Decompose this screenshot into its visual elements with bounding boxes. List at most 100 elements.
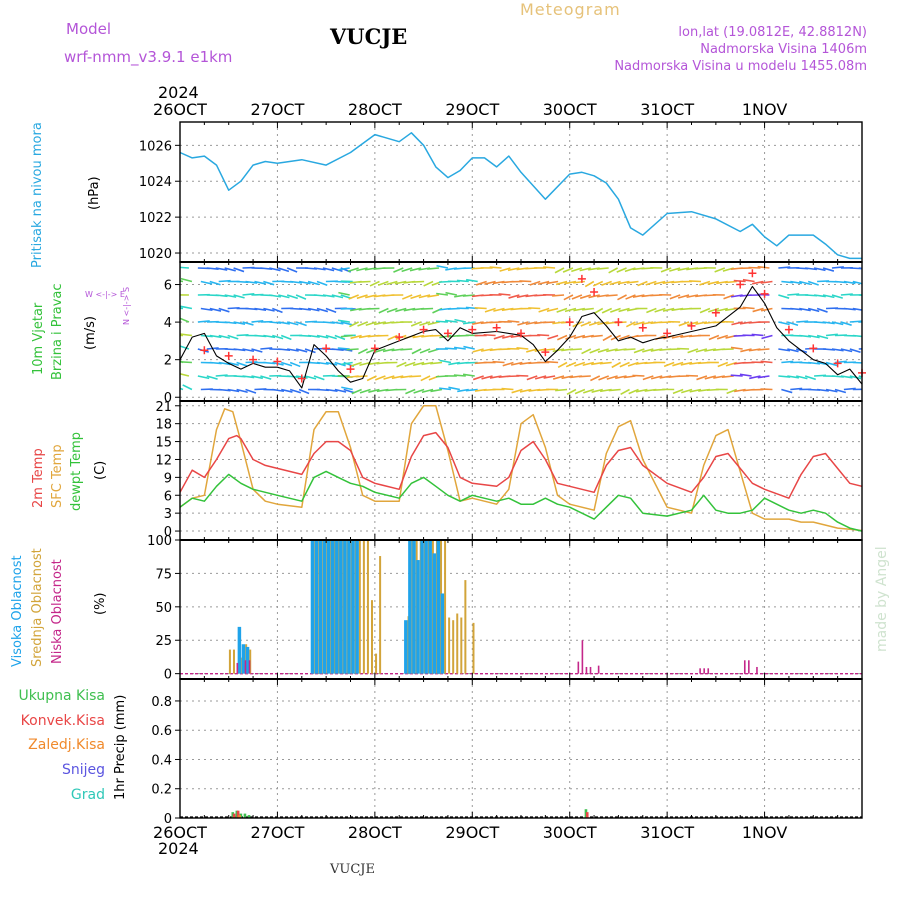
wind-arrow — [669, 267, 681, 272]
wind-gust-marker — [577, 274, 586, 283]
wind-arrow — [421, 307, 434, 310]
wind-arrow — [546, 280, 559, 285]
wind-gust-marker — [224, 351, 233, 360]
wind-arrow — [808, 361, 821, 365]
temp-name-3: dewpt Temp — [69, 432, 84, 511]
wind-arrow — [564, 280, 577, 285]
wind-arrow — [411, 348, 422, 355]
wind-name-1: 10m Vjetar — [31, 302, 46, 375]
wind-arrow — [180, 280, 184, 283]
wind-arrow — [368, 388, 380, 393]
time-label-bottom: 27OCT — [250, 823, 304, 842]
wind-arrow — [564, 307, 577, 313]
wind-arrow — [480, 348, 493, 352]
wind-arrow — [507, 320, 520, 323]
cloud-bar — [456, 613, 459, 674]
wind-arrow — [356, 267, 368, 272]
wind-arrow — [180, 266, 189, 269]
wind-arrow — [537, 280, 550, 286]
wind-arrow — [453, 374, 466, 377]
time-label-bottom: 28OCT — [348, 823, 402, 842]
wind-arrow — [281, 388, 293, 393]
y-tick-label: 0 — [164, 525, 172, 540]
y-tick-label: 4 — [164, 316, 172, 331]
cloud-bar — [358, 540, 361, 674]
wind-arrow — [840, 321, 852, 326]
wind-gust-marker — [663, 329, 672, 338]
cloud-bar — [241, 644, 246, 674]
wind-arrow — [552, 294, 565, 297]
wind-arrow — [672, 361, 684, 367]
y-tick-label: 0.6 — [151, 724, 172, 739]
wind-arrow — [445, 291, 458, 296]
wind-arrow — [831, 266, 844, 269]
axis-labels: 1020102210241026024603691215182102550751… — [139, 83, 863, 858]
wind-arrow — [340, 361, 353, 366]
wind-arrow — [290, 280, 303, 284]
wind-arrow — [606, 348, 618, 353]
wind-arrow — [474, 307, 487, 310]
y-tick-label: 2 — [164, 354, 172, 369]
wind-arrow — [316, 361, 329, 365]
wind-arrow — [409, 267, 422, 272]
pressure-name: Pritisak na nivou mora — [30, 122, 45, 268]
wind-arrow — [316, 334, 329, 339]
wind-arrow — [601, 307, 613, 314]
wind-arrow — [813, 267, 826, 272]
wind-arrow — [347, 267, 359, 273]
cloud-bar — [464, 580, 467, 674]
wind-arrow — [840, 348, 853, 353]
cloud-bar — [424, 540, 428, 674]
cloud-name-1: Visoka Oblacnost — [10, 555, 25, 667]
wind-arrow — [858, 347, 862, 350]
wind-arrow — [796, 375, 808, 380]
wind-arrow — [357, 348, 368, 355]
wind-arrow — [286, 294, 298, 300]
wind-arrow — [298, 388, 310, 395]
wind-arrow — [316, 280, 328, 286]
y-tick-label: 21 — [155, 400, 172, 415]
wind-gust-marker — [833, 359, 842, 368]
cloud-bar — [347, 540, 351, 674]
wind-arrow — [251, 320, 264, 323]
wind-arrow — [778, 348, 791, 352]
wind-arrow — [180, 387, 184, 391]
y-tick-label: 50 — [155, 601, 172, 616]
panel-frame — [179, 678, 863, 819]
wind-arrow — [313, 267, 326, 271]
credit-text: made by Angel — [874, 546, 890, 652]
wind-arrow — [180, 372, 190, 377]
wind-arrow — [615, 375, 627, 380]
wind-arrow — [272, 388, 285, 393]
wind-arrow — [804, 375, 817, 381]
wind-gust-marker — [322, 344, 331, 353]
wind-gust-marker — [200, 346, 209, 355]
wind-arrow — [623, 348, 636, 351]
y-tick-label: 15 — [155, 436, 172, 451]
cloud-bar — [232, 649, 235, 674]
wind-arrow — [569, 348, 582, 351]
wind-arrow — [731, 321, 743, 326]
y-tick-label: 12 — [155, 453, 172, 468]
wind-gust-marker — [346, 365, 355, 374]
wind-arrow — [269, 294, 282, 298]
cloud-bar — [331, 540, 335, 674]
wind-arrow — [669, 294, 681, 300]
wind-arrow — [546, 307, 559, 312]
wind-arrow — [386, 307, 398, 313]
wind-arrow — [395, 307, 407, 313]
wind-arrow — [708, 334, 720, 341]
cloud-bar — [310, 540, 315, 674]
wind-arrow — [412, 361, 425, 367]
cloud-name-3: Niska Oblacnost — [50, 559, 65, 664]
y-tick-label: 0 — [164, 391, 172, 406]
wind-arrow — [680, 361, 693, 366]
time-label-top: 1NOV — [742, 100, 787, 119]
y-tick-label: 3 — [164, 507, 172, 522]
cloud-bar — [248, 660, 251, 674]
wind-arrow — [444, 347, 457, 350]
wind-arrow — [790, 387, 803, 391]
wind-arrow — [498, 293, 511, 296]
wind-arrow — [313, 375, 325, 381]
wind-arrow — [472, 375, 484, 381]
